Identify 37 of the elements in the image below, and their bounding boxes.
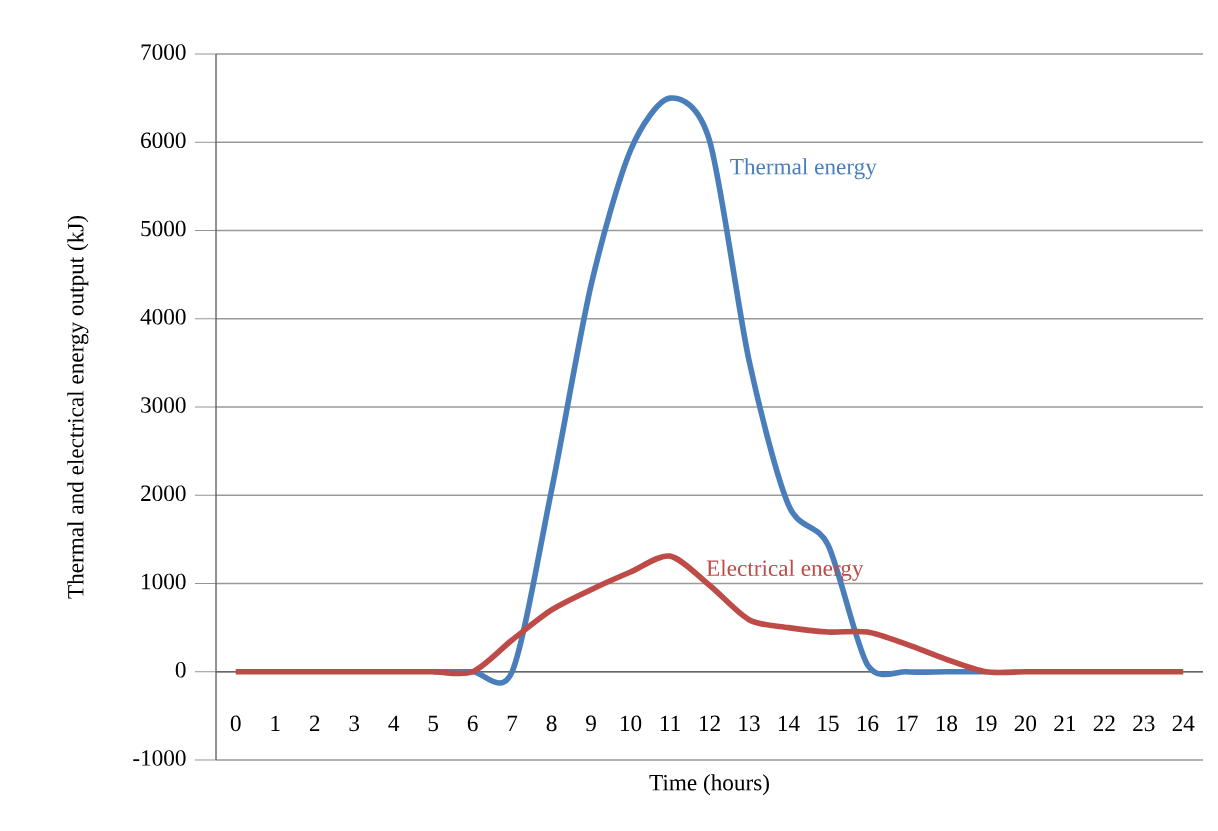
series-label: Thermal energy [730, 158, 877, 180]
x-tick-label: 18 [936, 715, 958, 732]
x-tick-label: 2 [309, 715, 320, 731]
x-tick-label: 24 [1172, 715, 1195, 731]
x-tick-label: 5 [428, 715, 439, 732]
x-tick-label: 21 [1054, 715, 1076, 731]
y-tick-label: 0 [175, 661, 186, 678]
x-tick-label: 12 [699, 715, 720, 731]
y-tick-label: 5000 [141, 220, 186, 237]
x-tick-label: 19 [976, 715, 997, 732]
x-tick-label: 14 [778, 715, 800, 731]
x-tick-label: 7 [507, 715, 518, 731]
x-tick-label: 9 [586, 715, 596, 732]
x-tick-label: 6 [467, 715, 478, 732]
x-tick-label: 3 [349, 715, 360, 732]
x-tick-label: 13 [739, 715, 760, 732]
x-axis-title: Time (hours) [649, 774, 769, 796]
x-tick-label: 20 [1014, 715, 1037, 732]
y-tick-label: 7000 [141, 44, 186, 60]
x-tick-label: 15 [818, 715, 839, 732]
x-tick-label: 16 [857, 715, 879, 732]
y-tick-label: 3000 [141, 397, 186, 413]
x-tick-label: 22 [1093, 715, 1115, 731]
y-tick-label: -1000 [133, 750, 186, 766]
x-tick-label: 4 [388, 715, 400, 731]
x-tick-label: 23 [1133, 715, 1155, 732]
y-tick-label: 2000 [141, 485, 186, 502]
y-tick-label: 6000 [141, 132, 186, 149]
y-axis-title: Thermal and electrical energy output (kJ) [67, 215, 89, 599]
x-tick-label: 8 [546, 715, 557, 732]
x-tick-label: 0 [230, 715, 241, 732]
x-tick-label: 17 [897, 715, 918, 731]
y-tick-label: 4000 [140, 308, 186, 325]
x-tick-label: 10 [620, 715, 642, 732]
x-tick-label: 1 [271, 715, 280, 731]
x-tick-label: 11 [660, 715, 680, 731]
y-tick-label: 1000 [142, 573, 186, 590]
